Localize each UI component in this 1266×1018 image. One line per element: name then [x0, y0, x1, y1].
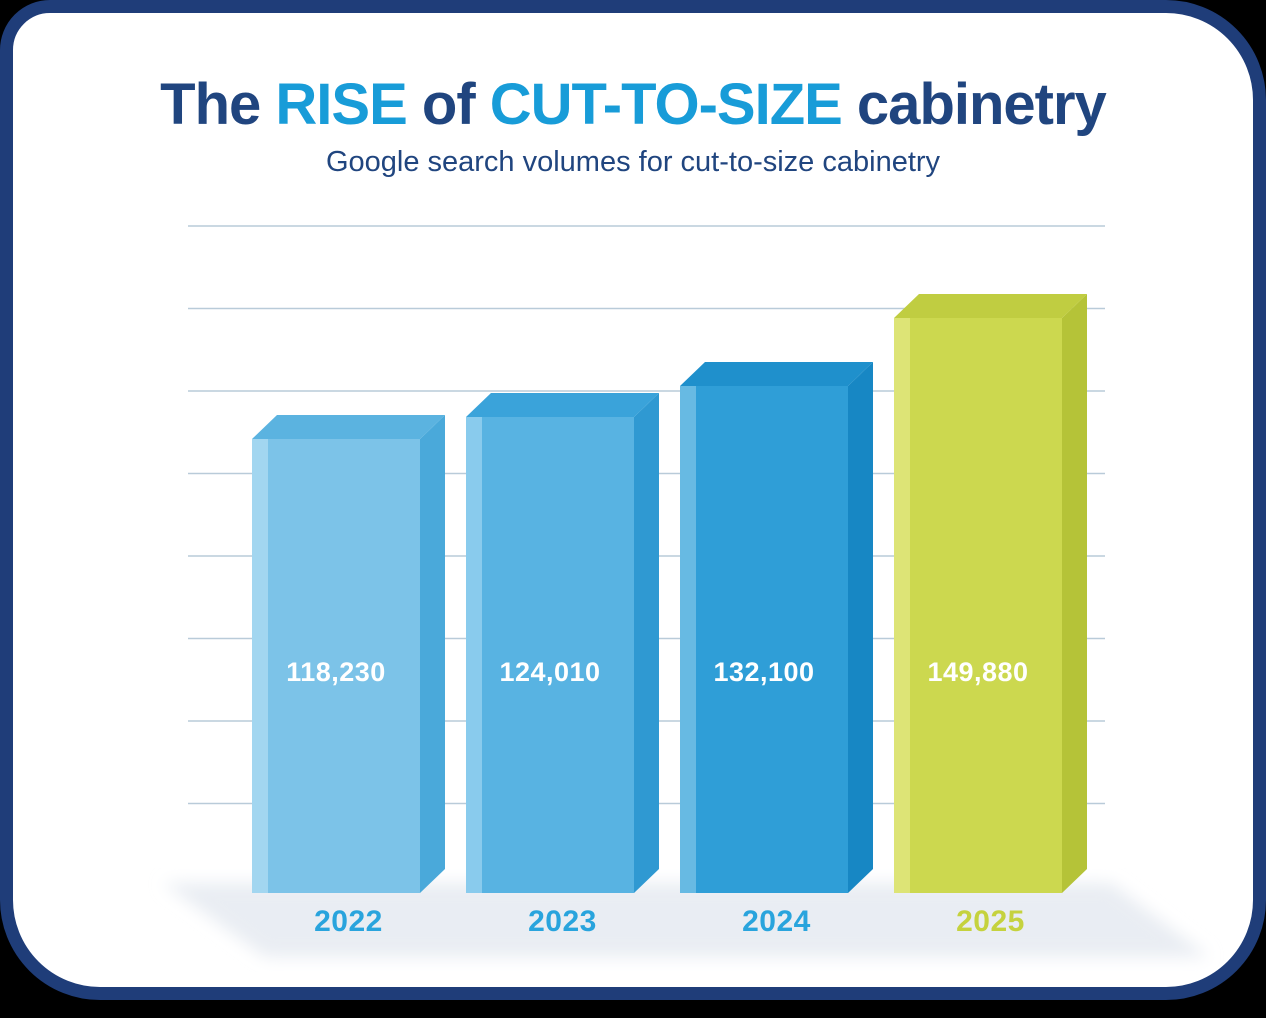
bar-front-face [894, 318, 1062, 893]
bar-category-label: 2023 [528, 905, 597, 938]
bar-side-face [1062, 294, 1087, 893]
bar-value-label: 132,100 [713, 657, 814, 687]
bar-highlight [894, 318, 910, 893]
bar-category-label: 2022 [314, 905, 383, 938]
bar-chart: 118,230 2022 124,010 2023 132,100 2024 149,880… [13, 13, 1253, 987]
title-part: The [160, 72, 276, 137]
bar-side-face [420, 415, 445, 893]
title-part: CUT-TO-SIZE [489, 72, 843, 137]
bar-value-label: 118,230 [286, 657, 386, 687]
title-part: RISE [275, 72, 407, 137]
bar-category-label: 2024 [742, 905, 811, 938]
bar-top-face [680, 362, 873, 386]
title-part: cabinetry [841, 72, 1107, 137]
title-part: of [406, 72, 490, 137]
bar-top-face [466, 393, 659, 417]
bar-front-face [466, 417, 634, 893]
bar-top-face [894, 294, 1087, 318]
bar-side-face [634, 393, 659, 893]
page-title: The RISE of CUT-TO-SIZE cabinetry [13, 72, 1253, 137]
bar-front-face [680, 386, 848, 893]
bar-side-face [848, 362, 873, 893]
chart-header: The RISE of CUT-TO-SIZE cabinetry Google… [13, 72, 1253, 179]
bar-value-label: 149,880 [927, 657, 1028, 687]
floor-shadow [163, 883, 1209, 957]
chart-subtitle: Google search volumes for cut-to-size ca… [325, 145, 941, 178]
bar-top-face [252, 415, 445, 439]
bar-front-face [252, 439, 420, 893]
bar-highlight [466, 417, 482, 893]
bar-highlight [680, 386, 696, 893]
bar-category-label: 2025 [956, 905, 1025, 938]
bar-value-label: 124,010 [499, 657, 600, 687]
bar-highlight [252, 439, 268, 893]
chart-canvas: 118,230 2022 124,010 2023 132,100 2024 149,880… [163, 225, 1209, 957]
